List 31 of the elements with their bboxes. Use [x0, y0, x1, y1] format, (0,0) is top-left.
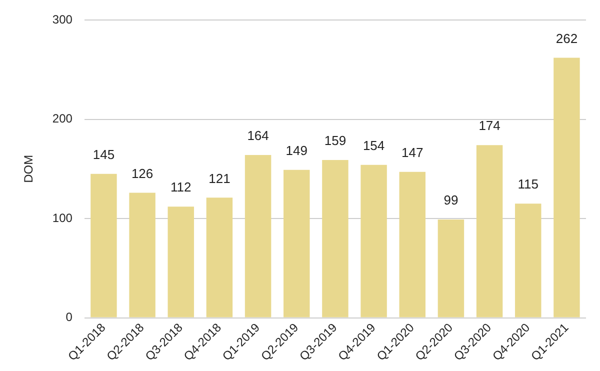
bar — [554, 58, 580, 318]
data-label: 164 — [247, 128, 269, 144]
bar — [284, 170, 310, 318]
data-label: 115 — [518, 176, 538, 192]
data-label: 126 — [131, 166, 154, 181]
bar — [168, 206, 194, 318]
y-axis-title: DOM — [22, 154, 36, 183]
data-label: 121 — [208, 170, 230, 186]
data-label: 145 — [92, 146, 115, 162]
data-label: 112 — [170, 180, 192, 195]
data-label: 262 — [556, 30, 578, 46]
y-tick-label: 200 — [52, 112, 73, 126]
bar — [399, 172, 426, 318]
y-tick-label: 0 — [66, 310, 73, 324]
bar — [515, 204, 542, 318]
bar — [438, 220, 464, 318]
bar — [360, 164, 387, 318]
bar — [476, 145, 503, 318]
data-label: 174 — [478, 118, 500, 134]
y-tick-label: 300 — [52, 12, 73, 26]
bar — [90, 174, 117, 318]
bar — [129, 192, 156, 318]
data-label: 159 — [324, 133, 346, 148]
bar — [322, 160, 348, 318]
data-label: 149 — [286, 142, 308, 158]
data-label: 154 — [362, 138, 385, 154]
data-label: 147 — [402, 144, 424, 160]
y-tick-label: 100 — [52, 210, 73, 225]
bar — [244, 155, 272, 318]
bar — [206, 198, 233, 318]
data-label: 99 — [444, 192, 458, 208]
